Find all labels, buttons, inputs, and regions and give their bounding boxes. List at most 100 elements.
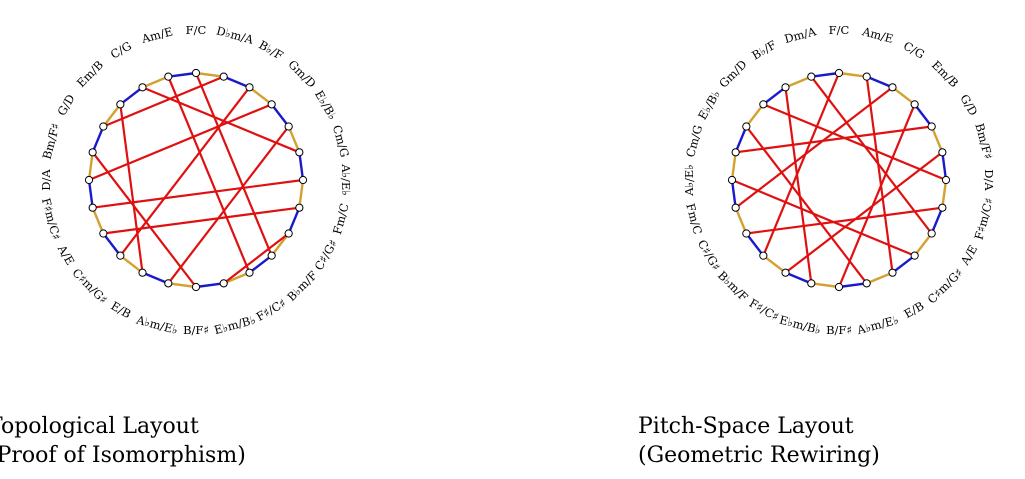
ring-edge xyxy=(734,126,748,153)
chord-label: A♭/E♭ xyxy=(682,164,696,196)
chord-label: A♭m/E♭ xyxy=(855,313,900,338)
ring-edge xyxy=(119,254,144,274)
chord-edge xyxy=(762,72,841,257)
ring-edge xyxy=(941,152,948,181)
graph-node xyxy=(138,83,147,92)
chord-label: Bm/F♯ xyxy=(40,122,63,161)
ring-edge xyxy=(298,179,305,208)
chord-edge xyxy=(865,76,894,273)
ring-edge xyxy=(91,126,105,153)
chord-label: E♭/B♭ xyxy=(695,88,723,122)
chord-label: C/G xyxy=(108,39,134,62)
ring-edge xyxy=(930,207,944,234)
ring-edge xyxy=(930,126,944,153)
chord-edge xyxy=(731,178,916,257)
graph-node xyxy=(284,122,293,131)
chord-edge xyxy=(91,151,197,288)
chord-label: B♭/F xyxy=(256,38,285,63)
caption-title: Topological Layout xyxy=(0,414,199,439)
chord-label: E/B xyxy=(902,299,927,321)
graph-node xyxy=(267,100,276,109)
graph-node xyxy=(219,72,228,81)
graph-node xyxy=(219,279,228,288)
ring-edge xyxy=(838,71,867,78)
graph-node xyxy=(910,100,919,109)
chord-edge xyxy=(762,103,947,182)
ring-edge xyxy=(811,282,840,289)
ring-edge xyxy=(891,86,916,106)
graph-node xyxy=(888,83,897,92)
ring-edge xyxy=(168,71,197,78)
graph-node xyxy=(781,268,790,277)
chord-edge xyxy=(746,206,943,235)
ring-edge xyxy=(298,152,305,181)
graph-node xyxy=(927,122,936,131)
graph-node xyxy=(807,279,816,288)
chord-label: Am/E xyxy=(860,24,895,46)
chord-label: Fm/C xyxy=(330,202,352,236)
chord-label: F♯m/C♯ xyxy=(39,196,64,241)
ring-edge xyxy=(270,232,290,257)
ring-edge xyxy=(941,179,948,208)
graph-node xyxy=(742,122,751,131)
chord-edge xyxy=(745,125,868,285)
ring-edge xyxy=(730,152,737,181)
graph-node xyxy=(245,268,254,277)
graph-node xyxy=(164,279,173,288)
graph-node xyxy=(938,203,947,212)
chord-label: Gm/D xyxy=(716,57,749,90)
chord-edge xyxy=(810,75,933,235)
ring-edge xyxy=(223,75,250,89)
graph-node xyxy=(267,251,276,260)
caption-title: Pitch-Space Layout xyxy=(638,414,854,439)
chord-label: Em/B xyxy=(929,58,961,90)
ring-edge xyxy=(270,103,290,128)
chord-label: C♯/G♯ xyxy=(312,237,341,273)
graph-node xyxy=(295,203,304,212)
topological-layout-caption: Topological Layout (Proof of Isomorphism… xyxy=(0,412,246,470)
chord-label: A/E xyxy=(54,242,77,268)
chord-label: E/B xyxy=(109,299,134,321)
graph-node xyxy=(99,122,108,131)
chord-label: A♭/E♭ xyxy=(339,163,353,195)
chord-label: D/A xyxy=(982,169,996,191)
pitch-space-circle-diagram: F/C Am/E C/GEm/BG/D Bm/F♯ D/A F♯m/C♯A/EC♯m/G♯… xyxy=(682,23,996,337)
ring-edge xyxy=(891,254,916,274)
graph-node xyxy=(245,83,254,92)
chord-label: B/F♯ xyxy=(183,323,209,337)
graph-node xyxy=(88,203,97,212)
caption-subtitle: (Geometric Rewiring) xyxy=(638,443,880,468)
ring-edge xyxy=(730,179,737,208)
graph-node xyxy=(99,229,108,238)
ring-edge xyxy=(838,282,867,289)
graph-node xyxy=(116,251,125,260)
graph-node xyxy=(759,251,768,260)
chord-label: A/E xyxy=(957,243,980,269)
graph-node xyxy=(941,175,951,185)
graph-node xyxy=(731,148,740,157)
chord-label: D/A xyxy=(39,169,53,191)
ring-edge xyxy=(102,232,122,257)
chord-label: E♭m/B♭ xyxy=(778,313,823,338)
chord-edge xyxy=(784,151,944,274)
ring-edge xyxy=(119,86,144,106)
chord-label: C/G xyxy=(901,39,927,62)
chord-label: Am/E xyxy=(139,24,174,46)
chord-label: Bm/F♯ xyxy=(972,122,995,161)
ring-edge xyxy=(195,71,224,78)
chord-label: C♯/G♯ xyxy=(695,237,724,273)
graph-node xyxy=(84,175,94,185)
graph-node xyxy=(938,148,947,157)
chord-label: Dm/A xyxy=(783,24,818,46)
ring-edge xyxy=(913,103,933,128)
chord-label: B♭/F xyxy=(749,38,778,63)
ring-edge xyxy=(866,271,893,285)
ring-edge xyxy=(745,232,765,257)
graph-node xyxy=(888,268,897,277)
chord-edge xyxy=(102,75,225,128)
chord-edge xyxy=(92,178,304,209)
graph-node xyxy=(295,148,304,157)
chord-label: C♯m/G♯ xyxy=(69,266,110,307)
chord-label: F♯/C♯ xyxy=(254,296,289,324)
